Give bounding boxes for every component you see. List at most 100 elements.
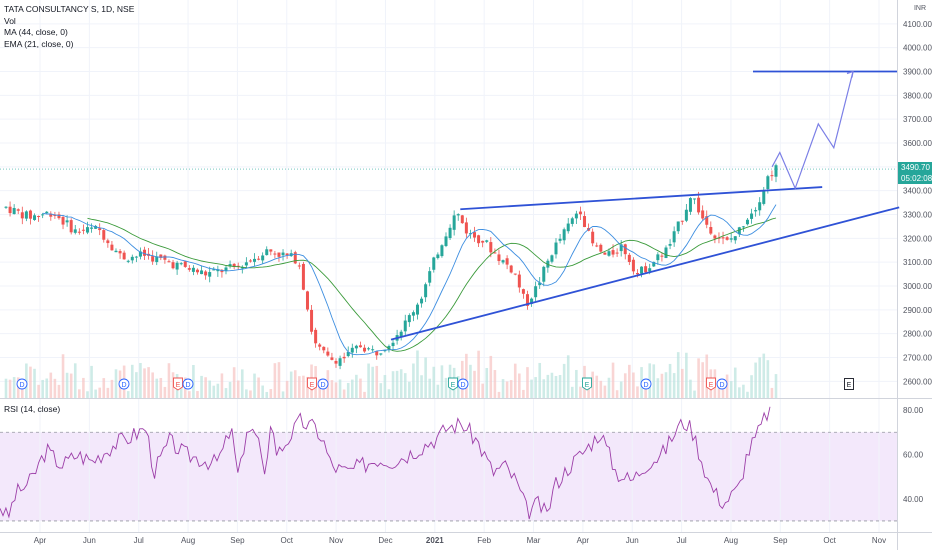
rsi-line — [0, 406, 771, 520]
volume-bar — [575, 369, 578, 398]
price-tick-label: 3000.00 — [903, 282, 932, 291]
volume-bar — [391, 371, 395, 398]
dividend-marker[interactable] — [640, 378, 652, 390]
candle — [375, 351, 379, 356]
volume-bar — [497, 391, 501, 398]
dividend-marker[interactable] — [182, 378, 194, 390]
candle — [90, 227, 94, 229]
candle — [98, 228, 102, 231]
volume-bar — [334, 382, 338, 398]
volume-bar — [408, 381, 411, 398]
candle — [4, 206, 8, 208]
candle — [41, 214, 45, 216]
volume-bar — [257, 377, 260, 398]
candle — [701, 210, 705, 219]
candle — [24, 211, 28, 219]
candle — [322, 346, 326, 351]
volume-bar — [717, 384, 721, 398]
earnings-marker[interactable] — [844, 378, 854, 390]
candle — [644, 266, 648, 273]
volume-bar — [603, 385, 607, 398]
candle — [473, 232, 477, 238]
candle — [615, 252, 619, 254]
volume-bar — [318, 379, 322, 398]
volume-bar — [350, 379, 354, 398]
candle — [354, 345, 358, 349]
price-tick-label: 3900.00 — [903, 67, 932, 76]
rsi-legend[interactable]: RSI (14, close) — [4, 404, 61, 414]
dividend-marker[interactable] — [317, 378, 329, 390]
earnings-marker[interactable] — [307, 377, 317, 391]
candle — [558, 238, 562, 241]
time-tick-label: Aug — [181, 536, 195, 545]
candle — [61, 217, 65, 225]
projection-path[interactable] — [771, 71, 854, 190]
candle — [407, 315, 411, 323]
candle — [220, 269, 224, 273]
event-marker-label: E — [176, 382, 181, 389]
volume-bar — [273, 363, 277, 398]
upper-trendline[interactable] — [460, 186, 823, 211]
candle — [525, 294, 529, 306]
candle — [342, 356, 346, 359]
candle — [175, 262, 179, 270]
volume-bar — [277, 362, 281, 398]
volume-bar — [375, 365, 379, 398]
candle — [424, 284, 428, 298]
dividend-marker[interactable] — [457, 378, 469, 390]
volume-bar — [387, 389, 391, 398]
candle — [611, 250, 615, 255]
event-marker-label: E — [310, 382, 315, 389]
volume-bar — [171, 372, 175, 398]
candle — [106, 240, 110, 244]
symbol-title[interactable]: TATA CONSULTANCY S, 1D, NSE — [4, 4, 135, 14]
candle — [623, 244, 627, 255]
volume-legend[interactable]: Vol — [4, 15, 16, 26]
time-tick-label: 2021 — [426, 536, 444, 545]
dividend-marker[interactable] — [118, 378, 130, 390]
earnings-marker[interactable] — [173, 377, 183, 391]
candle — [489, 242, 493, 253]
ema-legend[interactable]: EMA (21, close, 0) — [4, 38, 74, 49]
time-tick-label: Jun — [626, 536, 639, 545]
candle — [754, 210, 758, 212]
candle — [248, 260, 252, 262]
candle — [631, 259, 635, 272]
candle — [273, 253, 277, 255]
candle — [314, 329, 318, 344]
dividend-marker[interactable] — [16, 378, 28, 390]
volume-bar — [546, 374, 550, 398]
dividend-marker[interactable] — [716, 378, 728, 390]
volume-bar — [591, 371, 594, 398]
volume-bar — [355, 374, 358, 398]
candle — [138, 251, 142, 257]
volume-bar — [518, 373, 521, 398]
volume-bar — [754, 362, 757, 398]
volume-bar — [102, 378, 106, 398]
candle — [16, 209, 20, 211]
volume-bar — [245, 389, 248, 398]
volume-bar — [509, 380, 513, 398]
volume-bar — [725, 374, 729, 398]
candle — [94, 225, 98, 229]
volume-bar — [444, 377, 448, 398]
earnings-marker[interactable] — [582, 377, 592, 391]
candle — [143, 249, 147, 256]
volume-bar — [232, 367, 236, 398]
earnings-marker[interactable] — [448, 377, 458, 391]
volume-bar — [147, 367, 150, 398]
ma-legend[interactable]: MA (44, close, 0) — [4, 27, 68, 37]
candle — [680, 220, 684, 222]
earnings-marker[interactable] — [706, 377, 716, 391]
lower-trendline[interactable] — [390, 206, 900, 341]
candle — [45, 211, 49, 214]
time-tick-label: Jul — [134, 536, 144, 545]
volume-bar — [253, 373, 256, 398]
volume-bar — [20, 388, 24, 398]
price-tick-label: 3800.00 — [903, 91, 932, 100]
volume-bar — [522, 389, 525, 398]
candle — [770, 175, 774, 177]
last-price-value: 3490.70 — [901, 163, 930, 172]
currency-label: INR — [913, 5, 926, 12]
